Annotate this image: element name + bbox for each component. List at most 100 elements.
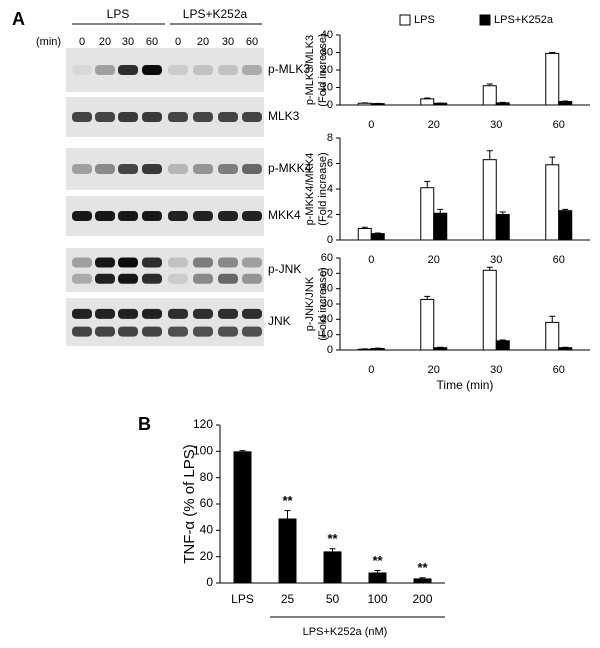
- blot-band: [72, 112, 92, 122]
- blot-band: [142, 65, 162, 75]
- legend-label: LPS+K252a: [494, 14, 554, 26]
- y-tick-label: 30: [321, 298, 333, 310]
- blot-band: [142, 326, 162, 337]
- panel-label: B: [138, 414, 151, 434]
- y-tick-label: 0: [206, 575, 213, 589]
- bar: [482, 269, 497, 351]
- blot-band: [168, 164, 188, 174]
- error-bar: [284, 510, 291, 519]
- y-axis-label: (Fold increase): [317, 267, 329, 340]
- y-tick-label: 4: [327, 183, 333, 195]
- x-tick-label: 200: [412, 592, 432, 606]
- blot-band: [193, 273, 213, 284]
- blot-band: [118, 164, 138, 174]
- x-tick-label: 30: [490, 119, 502, 131]
- blot-band: [142, 273, 162, 284]
- blot-band: [72, 326, 92, 337]
- blot-label: p-MKK4: [268, 161, 312, 175]
- blot-band: [118, 65, 138, 75]
- y-axis-label: (Fold increase): [317, 152, 329, 225]
- error-bar: [549, 52, 556, 54]
- blot-band: [118, 273, 138, 284]
- annotation: **: [417, 560, 428, 575]
- error-bar: [239, 450, 246, 452]
- blot-band: [193, 257, 213, 268]
- bar: [495, 340, 510, 351]
- error-bar: [424, 180, 431, 188]
- y-tick-label: 60: [321, 252, 333, 264]
- y-axis-label: TNF-α (% of LPS): [181, 444, 198, 564]
- bar: [278, 518, 297, 583]
- blot-label: JNK: [268, 314, 291, 328]
- blot-band: [218, 112, 238, 122]
- y-tick-label: 10: [321, 329, 333, 341]
- y-tick-label: 40: [200, 523, 214, 537]
- bar: [368, 572, 387, 583]
- blot-band: [168, 112, 188, 122]
- blot: [66, 248, 264, 292]
- blot-label: p-JNK: [268, 262, 301, 276]
- blot-band: [142, 112, 162, 122]
- blot-band: [142, 257, 162, 268]
- error-bar: [549, 156, 556, 165]
- blot-band: [95, 326, 115, 337]
- group-label: LPS+K252a (nM): [303, 626, 388, 638]
- blot-band: [168, 308, 188, 319]
- blot-band: [242, 112, 262, 122]
- blot-band: [193, 308, 213, 319]
- blot-band: [72, 273, 92, 284]
- x-tick-label: 60: [553, 254, 565, 266]
- bar: [433, 347, 448, 351]
- blot: [66, 148, 264, 190]
- panel-label: A: [12, 9, 25, 29]
- bar: [558, 101, 573, 106]
- error-bar: [486, 150, 493, 160]
- blot-band: [218, 65, 238, 75]
- annotation: **: [327, 531, 338, 546]
- bar: [370, 347, 385, 351]
- y-tick-label: 0: [327, 99, 333, 111]
- error-bar: [374, 232, 381, 234]
- blot-band: [242, 308, 262, 319]
- bar: [370, 233, 385, 241]
- error-bar: [499, 211, 506, 215]
- error-bar: [549, 315, 556, 323]
- blot-band: [193, 65, 213, 75]
- error-bar: [424, 295, 431, 300]
- error-bar: [486, 83, 493, 86]
- y-tick-label: 20: [321, 64, 333, 76]
- bar: [558, 347, 573, 351]
- lane-label: 60: [246, 36, 258, 48]
- y-axis-label: p-JNK/JNK: [304, 276, 316, 331]
- y-tick-label: 10: [321, 81, 333, 93]
- error-bar: [562, 208, 569, 211]
- blot-band: [118, 308, 138, 319]
- x-tick-label: 0: [368, 119, 374, 131]
- error-bar: [437, 208, 444, 214]
- blot-band: [72, 257, 92, 268]
- blot-band: [118, 326, 138, 337]
- lane-label: 30: [122, 36, 134, 48]
- y-tick-label: 6: [327, 157, 333, 169]
- blot-band: [72, 308, 92, 319]
- blot: [66, 298, 264, 346]
- blot-band: [95, 257, 115, 268]
- y-tick-label: 8: [327, 132, 333, 144]
- blot-band: [193, 326, 213, 337]
- x-tick-label: 50: [326, 592, 340, 606]
- legend-label: LPS: [414, 14, 435, 26]
- bar: [482, 159, 497, 241]
- x-tick-label: 30: [490, 254, 502, 266]
- error-bar: [329, 548, 336, 552]
- blot-band: [242, 164, 262, 174]
- x-tick-label: 0: [368, 254, 374, 266]
- blot-band: [218, 308, 238, 319]
- y-tick-label: 120: [193, 417, 213, 431]
- bar: [558, 210, 573, 241]
- blot-band: [95, 65, 115, 75]
- x-tick-label: 100: [367, 592, 387, 606]
- lane-label: 20: [99, 36, 111, 48]
- bar: [433, 212, 448, 241]
- y-tick-label: 20: [321, 313, 333, 325]
- bar: [413, 578, 432, 583]
